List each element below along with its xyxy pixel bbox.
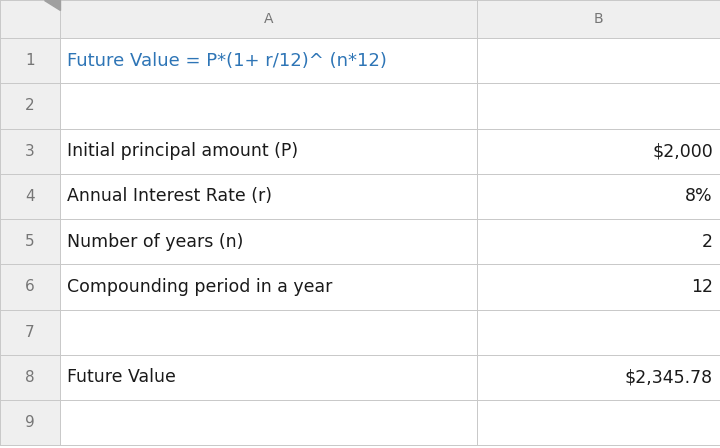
Bar — [60, 219, 477, 264]
Bar — [0, 219, 60, 264]
Bar — [0, 129, 60, 174]
Bar — [60, 355, 477, 400]
Text: Annual Interest Rate (r): Annual Interest Rate (r) — [67, 187, 272, 206]
Text: 1: 1 — [25, 53, 35, 68]
Bar — [0, 264, 60, 310]
Bar — [60, 400, 477, 445]
Bar — [477, 400, 720, 445]
Bar — [477, 310, 720, 355]
Bar — [60, 264, 477, 310]
Text: 9: 9 — [25, 415, 35, 430]
Bar — [60, 310, 477, 355]
Text: 8%: 8% — [685, 187, 713, 206]
Text: A: A — [264, 12, 273, 26]
Text: B: B — [593, 12, 603, 26]
Bar — [477, 0, 720, 38]
Text: 7: 7 — [25, 325, 35, 340]
Text: $2,345.78: $2,345.78 — [625, 368, 713, 387]
Bar — [0, 355, 60, 400]
Text: 6: 6 — [25, 280, 35, 294]
Bar — [477, 83, 720, 129]
Bar — [60, 129, 477, 174]
Text: Future Value: Future Value — [67, 368, 176, 387]
Text: 3: 3 — [25, 144, 35, 159]
Bar — [477, 219, 720, 264]
Bar — [477, 264, 720, 310]
Bar — [60, 83, 477, 129]
Text: 2: 2 — [702, 233, 713, 251]
Bar — [477, 129, 720, 174]
Bar — [60, 0, 477, 38]
Bar — [60, 174, 477, 219]
Bar — [0, 310, 60, 355]
Text: 2: 2 — [25, 99, 35, 113]
Text: 5: 5 — [25, 234, 35, 249]
Polygon shape — [44, 0, 60, 10]
Bar — [477, 174, 720, 219]
Bar — [0, 83, 60, 129]
Bar — [477, 38, 720, 83]
Bar — [0, 400, 60, 445]
Text: Compounding period in a year: Compounding period in a year — [67, 278, 333, 296]
Bar — [0, 0, 60, 38]
Text: $2,000: $2,000 — [652, 142, 713, 160]
Text: 8: 8 — [25, 370, 35, 385]
Bar — [0, 174, 60, 219]
Bar — [0, 38, 60, 83]
Bar — [477, 355, 720, 400]
Text: Initial principal amount (P): Initial principal amount (P) — [67, 142, 298, 160]
Bar — [60, 38, 477, 83]
Text: 12: 12 — [690, 278, 713, 296]
Text: Number of years (n): Number of years (n) — [67, 233, 243, 251]
Text: 4: 4 — [25, 189, 35, 204]
Text: Future Value = P*(1+ r/12)^ (n*12): Future Value = P*(1+ r/12)^ (n*12) — [67, 52, 387, 70]
